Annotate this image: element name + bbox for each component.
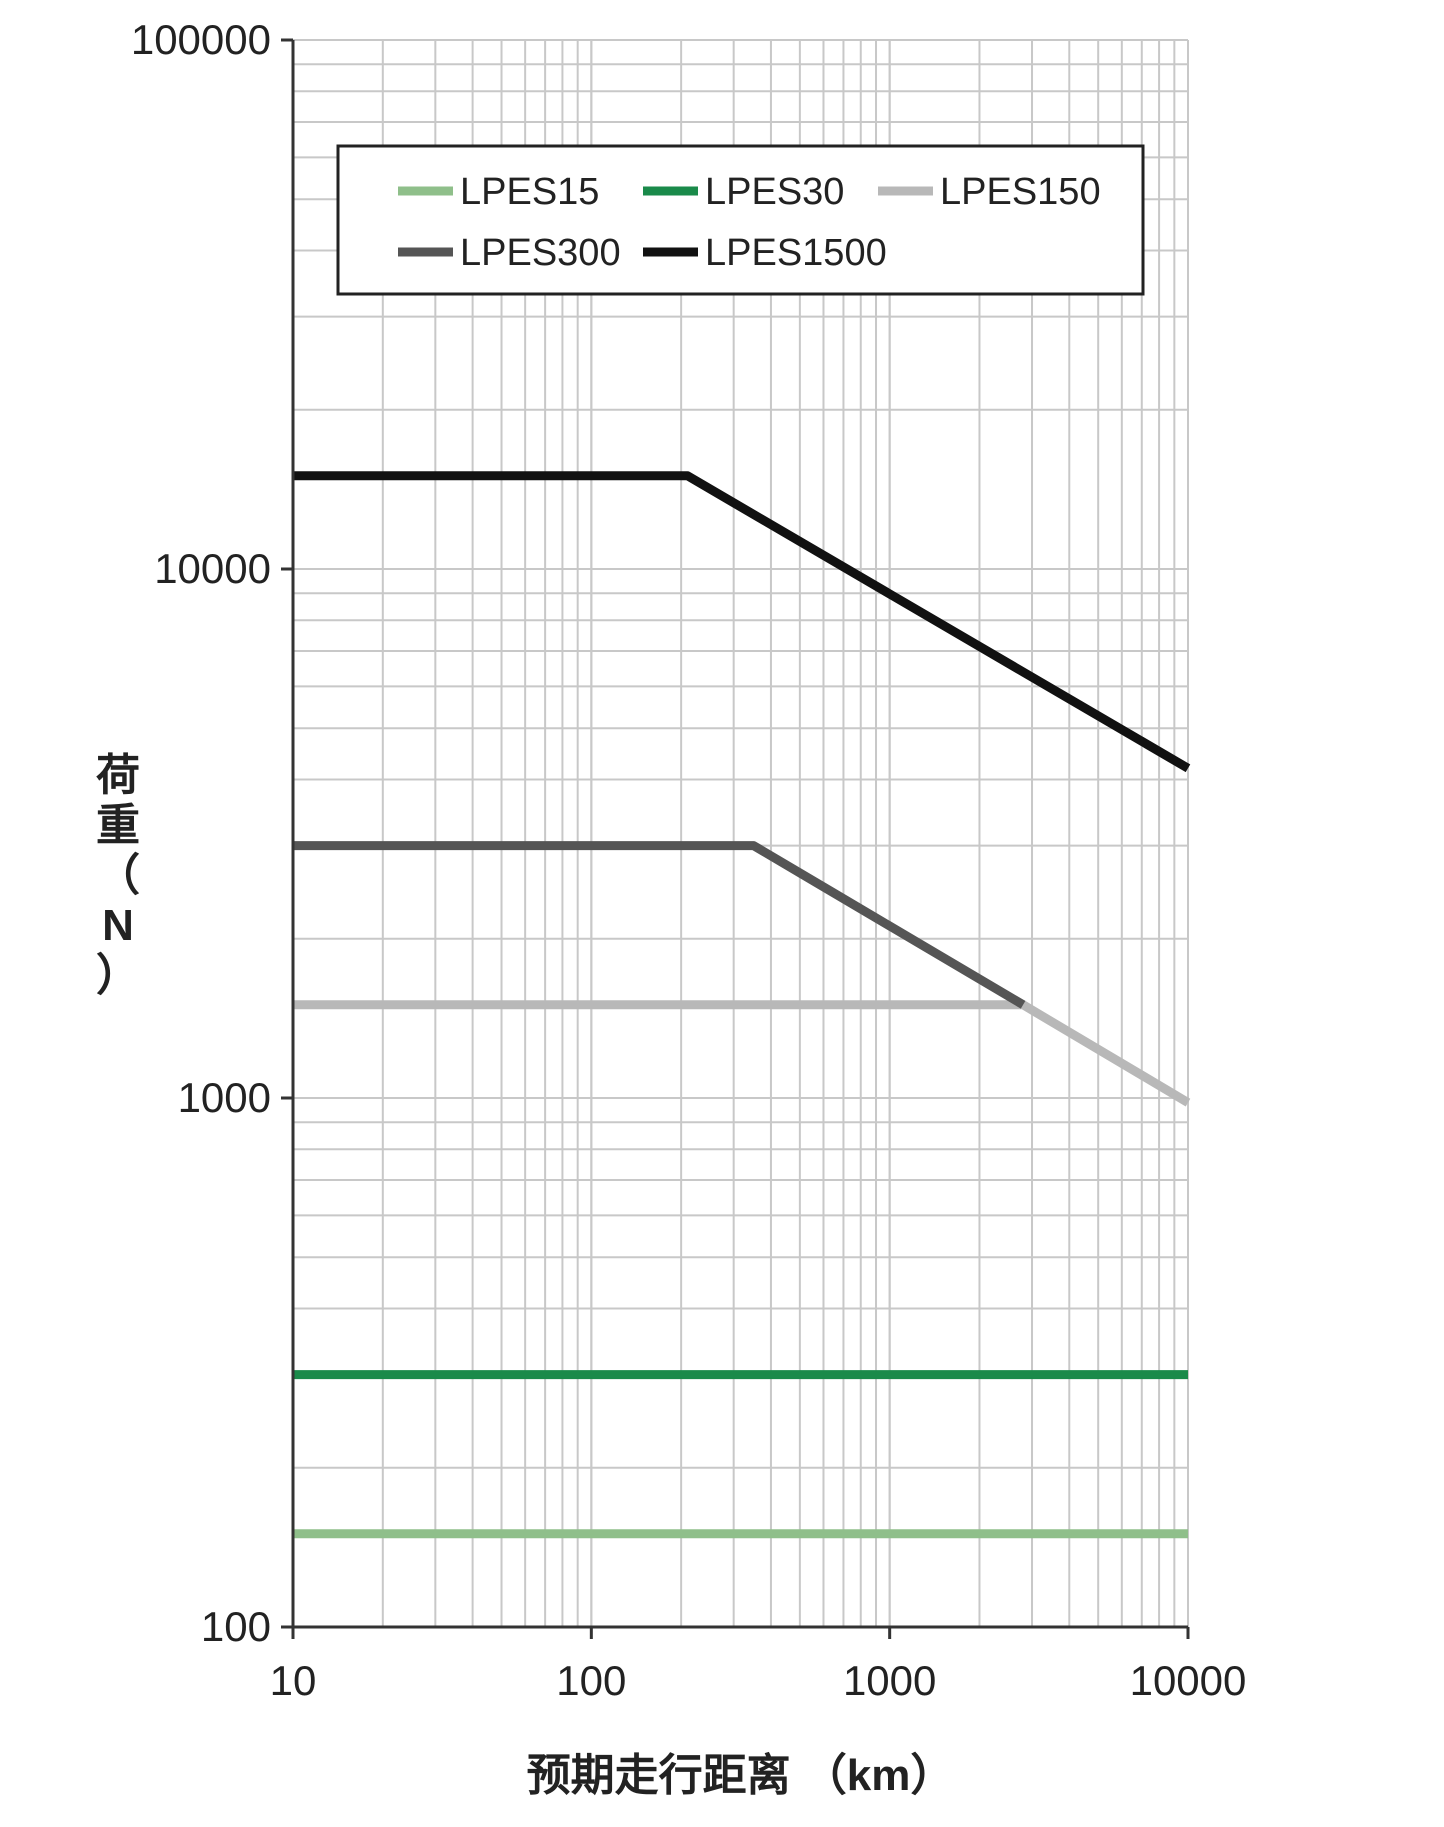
legend: LPES15 LPES30 LPES150 LPES300 LPES1500 (336, 144, 1145, 296)
y-axis-title-char: （ (96, 851, 140, 900)
y-tick-label: 10000 (154, 545, 271, 592)
series-line-lpes1500 (293, 471, 1191, 773)
legend-label-lpes300: LPES300 (460, 232, 621, 274)
legend-label-lpes30: LPES30 (705, 171, 844, 213)
x-tick-label: 10000 (1130, 1657, 1247, 1704)
x-tick-label: 100 (556, 1657, 626, 1704)
y-axis-title: 荷重（ N） (96, 751, 140, 1000)
legend-label-lpes1500: LPES1500 (705, 232, 887, 274)
tick-labels: 10 100 1000 10000 100 1000 10000 100000 (131, 16, 1247, 1704)
legend-label-lpes15: LPES15 (460, 171, 599, 213)
y-axis-title-char: N (102, 901, 134, 950)
grid (292, 39, 1189, 1628)
axes (291, 40, 1188, 1629)
legend-box (336, 144, 1145, 296)
y-tick-label: 100000 (131, 16, 271, 63)
x-tick-label: 1000 (843, 1657, 936, 1704)
y-tick-label: 1000 (178, 1074, 271, 1121)
x-tick-label: 10 (270, 1657, 317, 1704)
y-axis-title-char: 荷 (96, 751, 140, 800)
y-tick-label: 100 (201, 1603, 271, 1650)
series-line-lpes150 (293, 1000, 1191, 1107)
series-lines (293, 471, 1191, 1539)
legend-label-lpes150: LPES150 (940, 171, 1101, 213)
series-line-lpes300 (293, 841, 1026, 1009)
x-axis-title: 预期走行距离 （km） (527, 1751, 955, 1800)
y-axis-title-char: 重 (96, 801, 140, 850)
y-axis-title-char: ） (96, 951, 140, 1000)
